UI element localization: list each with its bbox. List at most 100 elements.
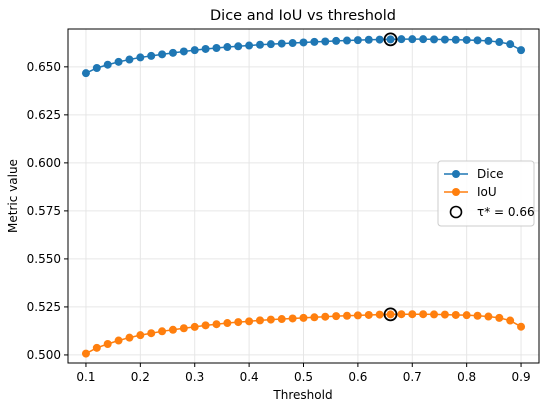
series-iou-point [473,311,482,320]
series-dice-point [125,55,134,64]
series-dice-point [299,38,308,47]
series-dice-point [255,40,264,49]
series-iou-point [462,311,471,320]
series-iou-point [408,310,417,319]
series-dice-point [310,37,319,46]
series-iou-point [190,322,199,331]
series-dice-point [517,46,526,55]
series-iou-point [212,320,221,329]
series-iou-point [386,310,395,319]
x-tick-label: 0.6 [348,370,367,384]
series-iou-point [234,318,243,327]
series-iou-point [419,310,428,319]
series-iou-point [484,312,493,321]
series-iou-point [125,333,134,342]
series-dice-point [245,41,254,50]
legend-dice-marker [452,170,460,178]
series-dice-point [364,35,373,44]
series-iou-point [343,311,352,320]
y-axis: 0.500 0.525 0.550 0.575 0.600 0.625 0.650 [27,60,68,362]
series-iou-point [451,310,460,319]
series-iou-point [517,322,526,331]
series-dice-point [506,40,515,49]
legend-optimum-marker [449,205,463,219]
chart-title: Dice and IoU vs threshold [210,8,396,24]
series-dice-point [332,36,341,45]
series-iou-point [266,315,275,324]
series-iou-point [310,313,319,322]
series-dice-point [321,37,330,46]
series-dice-point [408,35,417,44]
series-dice-point [430,35,439,44]
x-tick-label: 0.3 [185,370,204,384]
series-dice-point [451,35,460,44]
series-iou-point [223,319,232,328]
series-iou-point [397,310,406,319]
series-iou-point [103,339,112,348]
series-iou-point [506,316,515,325]
legend-dice-label: Dice [477,167,504,181]
legend-optimum-label: τ* = 0.66 [477,205,535,219]
legend: Dice IoU τ* = 0.66 [437,160,535,227]
series-dice-point [277,39,286,48]
series-dice-point [353,36,362,45]
y-tick-label: 0.525 [27,300,61,314]
series-dice-point [419,35,428,44]
series-dice-point [397,35,406,44]
series-dice-point [158,50,167,59]
series-iou-point [81,349,90,358]
series-iou-point [440,310,449,319]
series-iou-point [136,331,145,340]
series-iou-point [255,316,264,325]
series-dice-point [288,39,297,48]
series-dice-point [103,60,112,69]
series-iou-point [495,313,504,322]
series-iou-point [147,329,156,338]
series-iou-point [288,314,297,323]
series-dice-point [201,44,210,53]
series-iou-point [92,343,101,352]
y-tick-label: 0.575 [27,204,61,218]
x-tick-label: 0.1 [76,370,95,384]
series-dice-point [440,35,449,44]
x-tick-label: 0.4 [240,370,259,384]
y-tick-label: 0.600 [27,156,61,170]
x-axis: 0.1 0.2 0.3 0.4 0.5 0.6 0.7 0.8 0.9 [76,363,531,384]
legend-box [437,160,535,227]
series-dice-point [223,43,232,52]
series-dice-point [147,51,156,60]
series-dice-point [234,42,243,51]
x-tick-label: 0.7 [403,370,422,384]
x-tick-label: 0.5 [294,370,313,384]
series-iou-point [299,313,308,322]
y-tick-label: 0.650 [27,60,61,74]
series-dice-point [212,44,221,53]
x-tick-label: 0.8 [457,370,476,384]
x-tick-label: 0.9 [512,370,531,384]
series-iou-point [332,312,341,321]
y-tick-label: 0.550 [27,252,61,266]
y-tick-label: 0.500 [27,348,61,362]
series-dice-point [168,48,177,57]
series-dice-point [462,35,471,44]
series-dice-point [266,40,275,49]
legend-iou-label: IoU [477,185,497,199]
series-dice-point [136,53,145,62]
optimum-dice-marker [383,32,398,47]
series-dice-point [473,36,482,45]
legend-iou-marker [452,188,460,196]
series-iou-point [168,325,177,334]
series-iou-point [430,310,439,319]
series-dice-point [495,38,504,47]
series-iou-point [375,310,384,319]
series-dice-point [81,69,90,78]
y-tick-label: 0.625 [27,108,61,122]
plot-markers [81,35,526,358]
grid [68,29,539,363]
series-dice-point [343,36,352,45]
series-dice-point [375,35,384,44]
series-dice-point [92,63,101,72]
series-iou-point [114,336,123,345]
series-iou-point [158,327,167,336]
